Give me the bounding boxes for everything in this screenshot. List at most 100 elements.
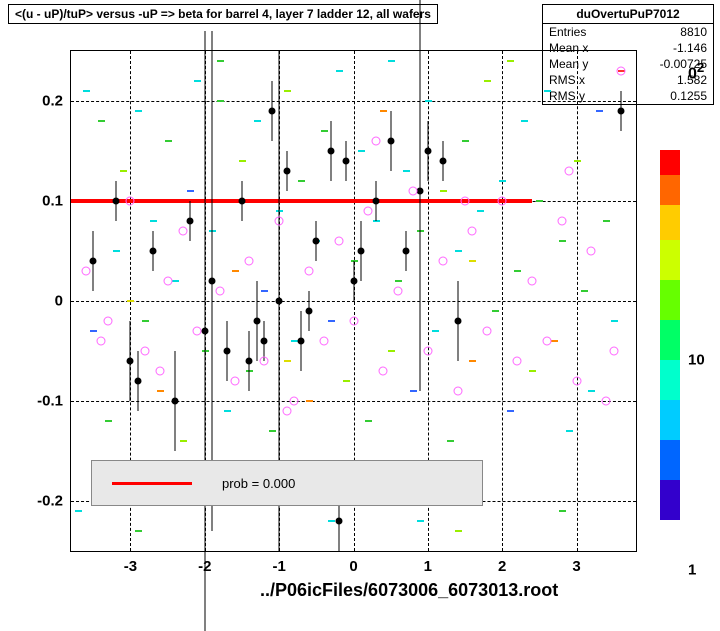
x-tick-label: -3 — [124, 558, 137, 575]
heat-dash — [581, 290, 588, 292]
y-tick-label: -0.1 — [37, 393, 63, 410]
data-point-pink — [349, 317, 358, 326]
data-point-black — [328, 148, 335, 155]
heat-dash — [328, 520, 335, 522]
heat-dash — [514, 270, 521, 272]
data-point-pink — [453, 387, 462, 396]
heat-dash — [611, 320, 618, 322]
data-point-black — [313, 238, 320, 245]
heat-dash — [365, 420, 372, 422]
data-point-pink — [438, 257, 447, 266]
heat-dash — [417, 230, 424, 232]
data-point-black — [127, 358, 134, 365]
data-point-black — [350, 278, 357, 285]
heat-dash — [536, 200, 543, 202]
data-point-pink — [126, 197, 135, 206]
heat-dash — [559, 240, 566, 242]
data-point-pink — [527, 277, 536, 286]
heat-dash — [194, 80, 201, 82]
heat-dash — [432, 330, 439, 332]
heat-dash — [157, 390, 164, 392]
heat-dash — [217, 100, 224, 102]
stats-row: Entries8810 — [543, 24, 713, 40]
data-point-black — [172, 398, 179, 405]
colorbar-segment — [660, 480, 680, 520]
data-point-black — [402, 248, 409, 255]
data-point-black — [454, 318, 461, 325]
heat-dash — [120, 170, 127, 172]
heat-dash — [269, 430, 276, 432]
file-label: ../P06icFiles/6073006_6073013.root — [260, 580, 558, 601]
heat-dash — [284, 360, 291, 362]
data-point-black — [112, 198, 119, 205]
data-point-pink — [260, 357, 269, 366]
heat-dash — [254, 120, 261, 122]
heat-dash — [165, 140, 172, 142]
x-tick-label: -1 — [272, 558, 285, 575]
colorbar-segment — [660, 175, 680, 205]
data-point-pink — [371, 137, 380, 146]
data-point-black — [149, 248, 156, 255]
data-point-black — [246, 358, 253, 365]
heat-dash — [321, 130, 328, 132]
colorbar-segment — [660, 320, 680, 360]
data-point-pink — [542, 337, 551, 346]
heat-dash — [239, 160, 246, 162]
heat-dash — [142, 320, 149, 322]
heat-dash — [388, 350, 395, 352]
data-point-black — [253, 318, 260, 325]
heat-dash — [328, 320, 335, 322]
x-tick-label: 0 — [349, 558, 357, 575]
heat-dash — [507, 60, 514, 62]
data-point-pink — [565, 167, 574, 176]
heat-dash — [417, 520, 424, 522]
data-point-black — [201, 328, 208, 335]
heat-dash — [484, 80, 491, 82]
colorbar-exponent: 02 — [688, 60, 704, 83]
colorbar-tick-label: 1 — [688, 562, 696, 579]
heat-dash — [388, 60, 395, 62]
data-point-pink — [334, 237, 343, 246]
heat-dash — [180, 440, 187, 442]
heat-dash — [440, 190, 447, 192]
heat-dash — [187, 190, 194, 192]
data-point-pink — [498, 197, 507, 206]
colorbar-segment — [660, 400, 680, 440]
data-point-pink — [617, 67, 626, 76]
heat-dash — [351, 260, 358, 262]
heat-dash — [298, 180, 305, 182]
heat-dash — [559, 510, 566, 512]
y-tick-label: 0 — [55, 293, 63, 310]
data-point-pink — [319, 337, 328, 346]
data-point-black — [90, 258, 97, 265]
data-point-black — [186, 218, 193, 225]
data-point-pink — [245, 257, 254, 266]
plot-title: <(u - uP)/tuP> versus -uP => beta for ba… — [8, 4, 438, 24]
heat-dash — [172, 280, 179, 282]
data-point-pink — [156, 367, 165, 376]
stats-name: duOvertuPuP7012 — [543, 5, 713, 24]
gridline-v — [502, 51, 503, 551]
heat-dash — [380, 110, 387, 112]
heat-dash — [343, 380, 350, 382]
y-tick-label: 0.1 — [42, 193, 63, 210]
data-point-pink — [587, 247, 596, 256]
heat-dash — [261, 290, 268, 292]
heat-dash — [507, 410, 514, 412]
heat-dash — [395, 280, 402, 282]
gridline-v — [577, 51, 578, 551]
heat-dash — [588, 390, 595, 392]
data-point-pink — [468, 227, 477, 236]
data-point-pink — [609, 347, 618, 356]
heat-dash — [358, 150, 365, 152]
data-point-pink — [423, 347, 432, 356]
heat-dash — [566, 430, 573, 432]
heat-dash — [336, 70, 343, 72]
heat-dash — [113, 250, 120, 252]
data-point-black — [372, 198, 379, 205]
y-tick-label: 0.2 — [42, 93, 63, 110]
heat-dash — [75, 510, 82, 512]
data-point-black — [387, 138, 394, 145]
heat-dash — [403, 170, 410, 172]
heat-dash — [246, 370, 253, 372]
